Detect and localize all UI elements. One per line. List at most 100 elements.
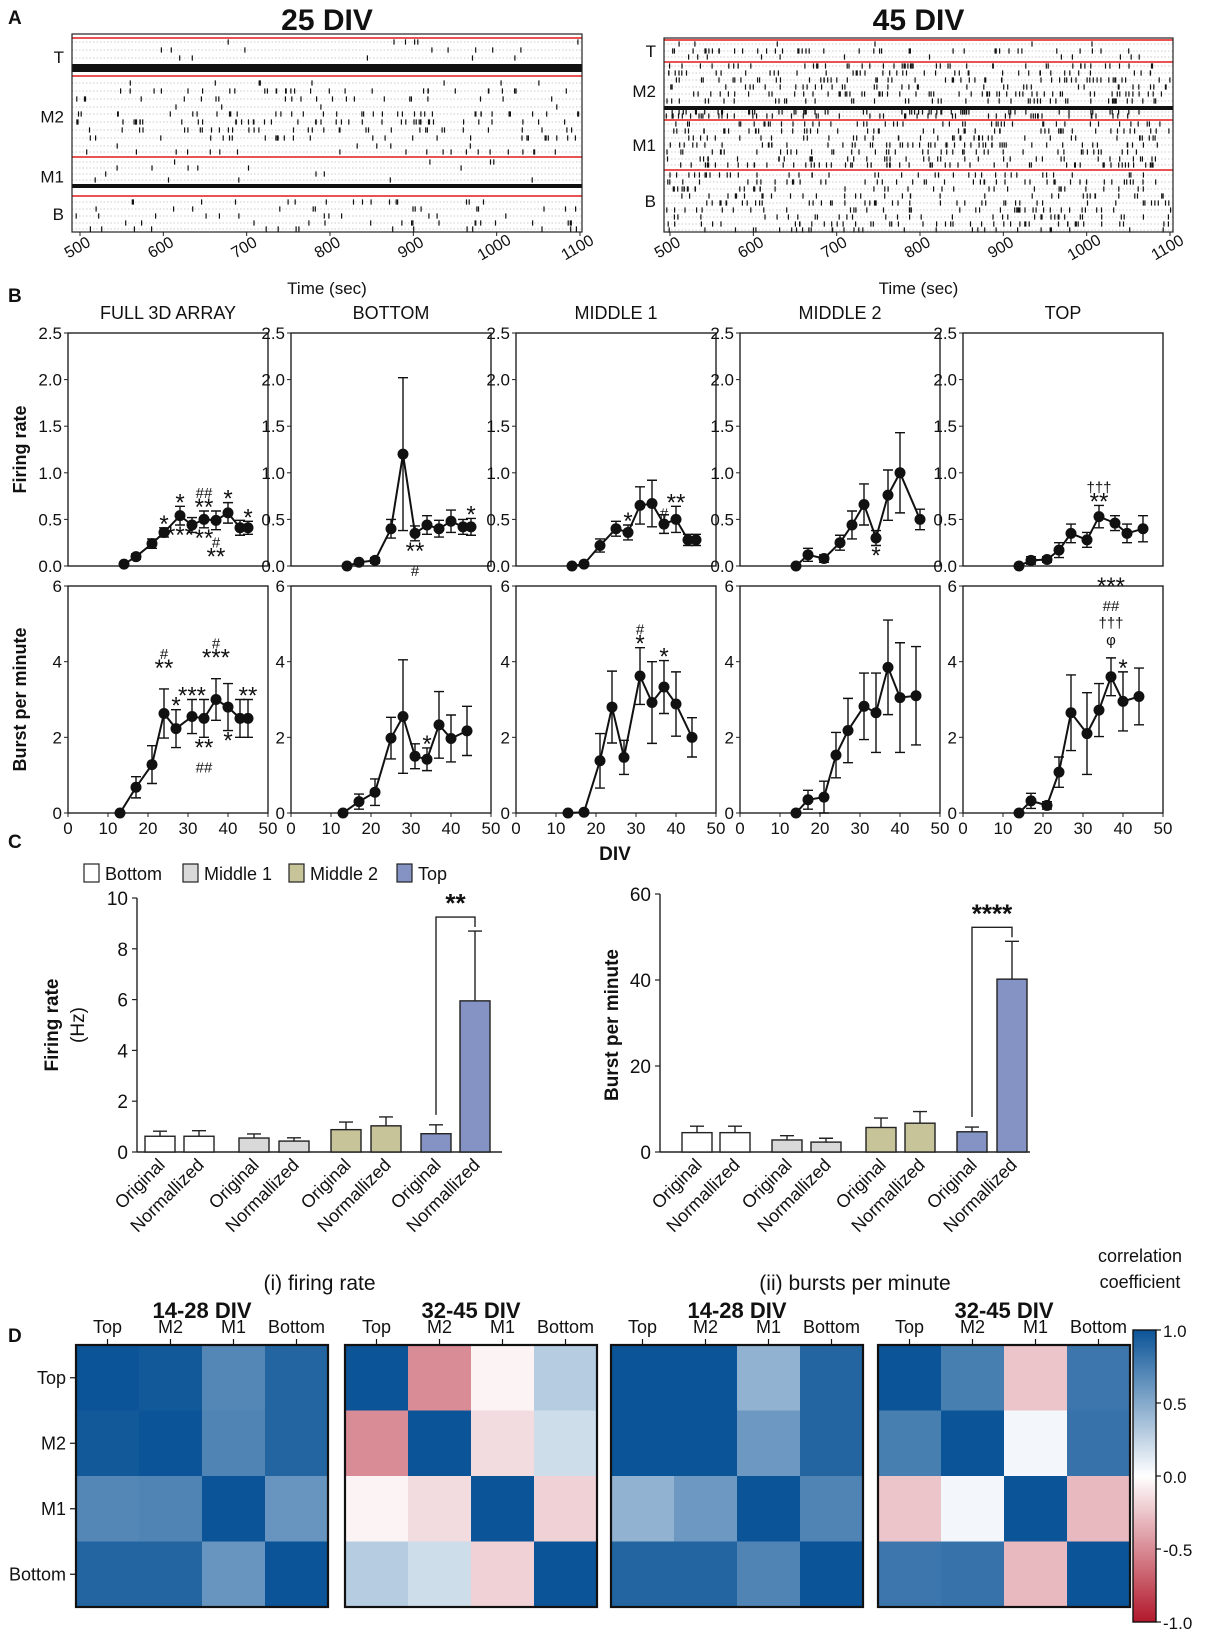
raster-spike-ticks [116,165,462,171]
heatmap-title: 32-45 DIV [954,1298,1053,1323]
legend-swatch [182,863,199,883]
bar [278,1140,310,1153]
raster-spike-ticks [693,91,1162,97]
heatmap-cell [800,1410,864,1477]
heatmap-col-label: M1 [756,1317,781,1337]
data-point [114,807,126,819]
bar [144,1135,176,1153]
significance-mark: ** [155,655,174,682]
heatmap-col-label: M1 [1023,1317,1048,1337]
raster-spike-ticks [666,149,1137,155]
heatmap-col-label: M1 [490,1317,515,1337]
data-point [1093,704,1105,716]
y-tick-label: 2.5 [710,324,734,343]
y-tick-label: 0 [948,804,957,823]
column-title: MIDDLE 2 [798,303,881,323]
y-tick-label: 2 [725,728,734,747]
heatmap-cell [611,1541,675,1608]
data-point [186,519,198,531]
heatmap-cell [345,1345,409,1411]
raster-spike-ticks [227,39,579,45]
raster-spike-ticks [95,206,577,212]
y-tick-label: 2 [53,728,62,747]
significance-mark: * [243,504,252,531]
data-point [1013,807,1025,819]
data-point [130,551,142,563]
bar-error [1005,940,1019,980]
bar-chart-caption: (i) firing rate [263,1272,375,1295]
data-point [1025,554,1037,566]
significance-mark: ** [406,538,425,565]
heatmap-cell [737,1410,801,1477]
heatmap-frame [74,1343,330,1609]
row-y-axis-label: Firing rate [10,405,30,493]
raster-title: 45 DIV [873,4,965,37]
legend-label: Top [418,864,447,884]
heatmap-cell [800,1541,864,1608]
y-tick-label: 1.5 [38,417,62,436]
x-tick-label: 30 [851,819,870,838]
significance-mark: *** [202,645,230,672]
heatmap-cell [471,1410,535,1477]
plot-frame [739,332,941,567]
raster-layer-label-b: B [645,192,656,211]
heatmap-cell [611,1345,675,1411]
heatmap-cell [1067,1410,1131,1477]
data-point [686,731,698,743]
shared-x-axis-label: DIV [599,844,631,865]
legend-swatch [83,863,100,883]
data-point [1093,511,1105,523]
y-tick-label: 4 [276,653,285,672]
data-point [634,499,646,511]
bar-error [429,1124,443,1134]
heatmap-cell [76,1410,140,1477]
colorbar-tick-label: -1.0 [1163,1614,1192,1633]
y-tick-label: 4 [948,653,957,672]
heatmap-cell [76,1541,140,1608]
data-point [369,554,381,566]
heatmap-cell [941,1541,1005,1608]
significance-mark: *** [1097,573,1125,600]
y-tick-label: 1.0 [38,464,62,483]
data-point [130,781,142,793]
bar-error [819,1137,833,1143]
data-point [174,510,186,522]
x-tick-label: 40 [219,819,238,838]
x-tick-label: 30 [179,819,198,838]
raster-spike-ticks [667,221,1169,227]
series-line [567,672,693,814]
legend-item-top: Top [396,863,447,884]
significance-mark: ††† [1086,479,1111,496]
y-tick-label: 1.5 [710,417,734,436]
data-point [210,694,222,705]
data-point [397,711,409,723]
raster-spike-ticks [681,193,1164,199]
line-plot-firing-rate-3: 0.0 0.5 1.0 1.5 2.0 2.5 MIDDLE 1 * #** [486,303,717,576]
bar-error [287,1137,301,1142]
bar-error [874,1117,888,1128]
significance-mark: ## [1103,598,1120,615]
heatmap-cell [941,1410,1005,1477]
heatmap-col-label: Bottom [1070,1317,1127,1337]
data-point [433,523,445,535]
x-tick-label: 20 [811,819,830,838]
data-point [457,521,469,533]
heatmap-cell [202,1345,266,1411]
bar-chart-caption: (ii) bursts per minute [759,1272,950,1295]
heatmap-cell [471,1345,535,1411]
heatmap-cell [878,1541,942,1608]
raster-spike-ticks [673,214,1169,220]
data-point [790,560,802,572]
heatmap-cell [800,1345,864,1411]
data-point [1137,523,1149,535]
data-point [894,692,906,704]
y-tick-label: 2.0 [486,371,510,390]
x-tick-label: 50 [707,819,726,838]
heatmap-title: 14-28 DIV [152,1298,251,1323]
raster-spike-ticks [666,207,1172,213]
significance-mark: * [1118,655,1127,682]
raster-spikes [664,41,1173,233]
x-tick-label: 0 [958,819,967,838]
heatmap-cell [471,1476,535,1542]
